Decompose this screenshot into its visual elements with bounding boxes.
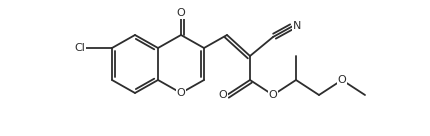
Text: O: O <box>268 90 277 100</box>
Text: N: N <box>292 21 301 31</box>
Text: O: O <box>176 8 185 18</box>
Text: Cl: Cl <box>74 43 85 53</box>
Text: O: O <box>176 88 185 98</box>
Text: O: O <box>218 90 227 100</box>
Text: O: O <box>337 75 346 85</box>
